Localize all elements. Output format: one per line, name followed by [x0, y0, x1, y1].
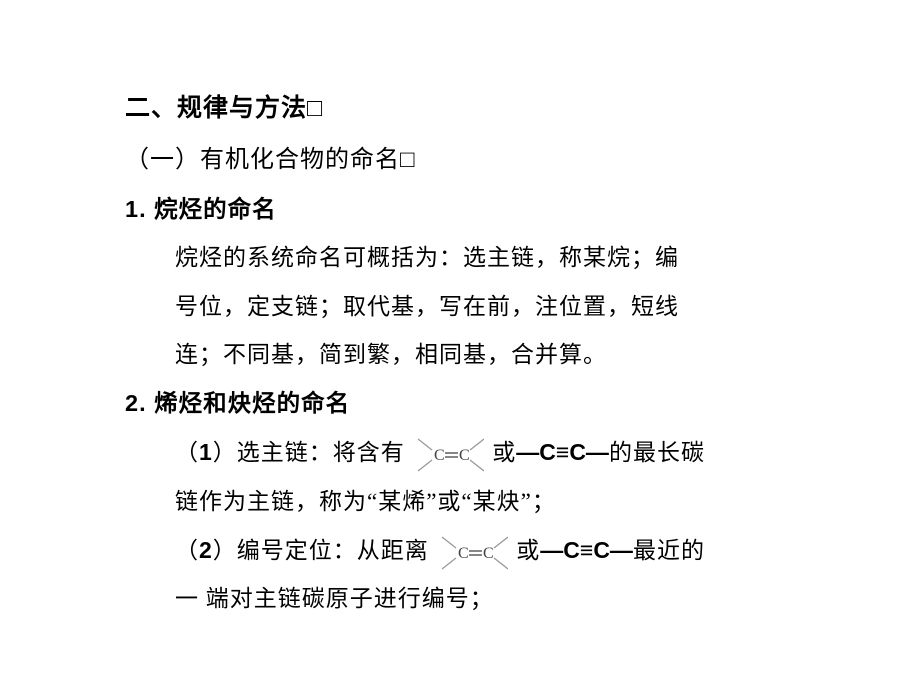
heading-sub: （一）有机化合物的命名□ [125, 135, 820, 185]
section1-title: 1. 烷烃的命名 [125, 185, 820, 234]
item1-num: 1 [199, 439, 213, 465]
svg-text:C: C [458, 545, 470, 562]
cc-double-bond-icon: C C [414, 435, 484, 475]
svg-text:C: C [483, 545, 495, 562]
triple-bond-text: —C≡C— [540, 537, 633, 563]
box-glyph: □ [400, 147, 416, 173]
svg-text:C: C [459, 447, 471, 464]
item1-pre: ）选主链：将含有 [213, 440, 412, 465]
section1-title-text: 烷烃的命名 [147, 196, 277, 222]
document-page: 二、规律与方法□ （一）有机化合物的命名□ 1. 烷烃的命名 烷烃的系统命名可概… [0, 0, 920, 624]
item2-post-a: 或 [510, 538, 541, 563]
section2-item2-line1: （2）编号定位：从距离 C C 或—C≡C—最近的 [175, 526, 820, 575]
section2-title: 2. 烯烃和炔烃的命名 [125, 379, 820, 428]
section2-body: （1）选主链：将含有 C C 或—C≡C—的最长碳 链作为主链，称为“某烯”或“… [125, 428, 820, 623]
section2-num: 2. [125, 390, 147, 416]
svg-text:C: C [434, 447, 446, 464]
heading-sub-text: （一）有机化合物的命名 [125, 147, 400, 173]
section1-line: 烷烃的系统命名可概括为：选主链，称某烷；编 [175, 234, 820, 282]
heading-main-text: 二、规律与方法 [125, 94, 307, 122]
item2-num: 2 [199, 537, 213, 563]
box-glyph: □ [307, 94, 323, 122]
heading-main: 二、规律与方法□ [125, 82, 820, 135]
item2-post-b: 最近的 [633, 538, 705, 563]
section2-item1-line2: 链作为主链，称为“某烯”或“某炔”； [175, 478, 820, 526]
cc-double-bond-icon: C C [438, 533, 508, 573]
section2-title-text: 烯烃和炔烃的命名 [147, 390, 351, 416]
item1-post-b: 的最长碳 [609, 440, 705, 465]
item1-post-a: 或 [486, 440, 517, 465]
section1-line: 号位，定支链；取代基，写在前，注位置，短线 [175, 283, 820, 331]
section2-item2-line2: 一 端对主链碳原子进行编号； [175, 575, 820, 623]
section1-num: 1. [125, 196, 147, 222]
section2-item1-line1: （1）选主链：将含有 C C 或—C≡C—的最长碳 [175, 428, 820, 477]
item2-pre: ）编号定位：从距离 [213, 538, 436, 563]
section1-line: 连；不同基，简到繁，相同基，合并算。 [175, 331, 820, 379]
triple-bond-text: —C≡C— [516, 439, 609, 465]
section1-body: 烷烃的系统命名可概括为：选主链，称某烷；编 号位，定支链；取代基，写在前，注位置… [125, 234, 820, 379]
